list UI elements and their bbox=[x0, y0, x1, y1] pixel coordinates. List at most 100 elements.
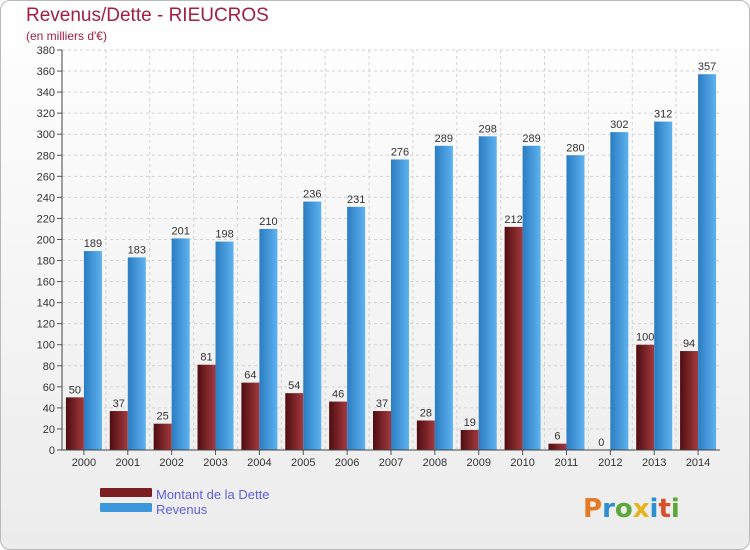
bar-revenus-2006 bbox=[347, 206, 366, 450]
value-label-dette-2010: 212 bbox=[504, 214, 522, 226]
x-tick-label: 2013 bbox=[642, 457, 666, 469]
y-tick-label: 240 bbox=[37, 192, 55, 204]
y-tick-label: 180 bbox=[37, 256, 55, 268]
value-label-dette-2001: 37 bbox=[113, 398, 125, 410]
y-tick-label: 340 bbox=[37, 87, 55, 99]
y-tick-label: 160 bbox=[37, 277, 55, 289]
value-label-revenus-2009: 298 bbox=[479, 123, 497, 135]
y-tick-label: 260 bbox=[37, 171, 55, 183]
x-tick-label: 2003 bbox=[203, 457, 227, 469]
legend-swatch-dette bbox=[100, 488, 152, 497]
y-tick-label: 100 bbox=[37, 340, 55, 352]
bar-dette-2002 bbox=[153, 423, 172, 450]
bar-revenus-2007 bbox=[391, 159, 409, 450]
y-tick-label: 40 bbox=[43, 403, 55, 415]
y-tick-label: 60 bbox=[43, 382, 55, 394]
value-label-revenus-2013: 312 bbox=[654, 109, 672, 121]
x-tick-label: 2001 bbox=[116, 457, 140, 469]
bar-dette-2004 bbox=[241, 382, 260, 450]
y-tick-label: 20 bbox=[43, 424, 55, 436]
bar-revenus-2000 bbox=[83, 251, 102, 450]
y-tick-label: 220 bbox=[37, 213, 55, 225]
value-label-dette-2007: 37 bbox=[376, 398, 388, 410]
x-tick-label: 2011 bbox=[555, 457, 579, 469]
y-tick-label: 140 bbox=[37, 298, 55, 310]
value-label-revenus-2012: 302 bbox=[610, 119, 628, 131]
legend-label-dette: Montant de la Dette bbox=[156, 487, 269, 502]
value-label-dette-2013: 100 bbox=[636, 332, 654, 344]
value-label-revenus-2000: 189 bbox=[84, 238, 102, 250]
x-tick-label: 2014 bbox=[686, 457, 710, 469]
bar-dette-2013 bbox=[636, 344, 655, 450]
labels: 50 189 37 183 25 201 81 198 64 210 54 236 46 231 37 276… bbox=[69, 61, 716, 449]
value-label-dette-2011: 6 bbox=[554, 431, 560, 443]
legend-swatch-revenus bbox=[100, 503, 152, 512]
bar-revenus-2002 bbox=[171, 238, 190, 450]
x-tick-label: 2012 bbox=[598, 457, 622, 469]
y-tick-label: 300 bbox=[37, 129, 55, 141]
bar-revenus-2011 bbox=[566, 155, 585, 450]
bar-revenus-2012 bbox=[610, 132, 629, 450]
value-label-revenus-2002: 201 bbox=[171, 225, 189, 237]
bar-revenus-2001 bbox=[127, 257, 146, 450]
bar-revenus-2014 bbox=[698, 74, 717, 451]
x-tick-label: 2007 bbox=[379, 457, 403, 469]
x-tick-label: 2010 bbox=[510, 457, 534, 469]
y-tick-label: 0 bbox=[49, 445, 55, 457]
legend-label-revenus: Revenus bbox=[156, 502, 208, 517]
y-tick-label: 80 bbox=[43, 361, 55, 373]
bar-revenus-2003 bbox=[215, 241, 234, 450]
value-label-revenus-2005: 236 bbox=[303, 189, 321, 201]
y-tick-label: 280 bbox=[37, 150, 55, 162]
value-label-dette-2009: 19 bbox=[464, 417, 476, 429]
axes: 0204060801001201401601802002202402602803… bbox=[37, 45, 720, 469]
bar-dette-2008 bbox=[416, 420, 435, 450]
value-label-revenus-2008: 289 bbox=[435, 133, 453, 145]
value-label-revenus-2001: 183 bbox=[128, 244, 146, 256]
value-label-revenus-2011: 280 bbox=[566, 142, 584, 154]
bar-revenus-2008 bbox=[434, 145, 453, 450]
value-label-revenus-2010: 289 bbox=[522, 133, 540, 145]
bar-dette-2001 bbox=[109, 411, 128, 450]
x-tick-label: 2008 bbox=[423, 457, 447, 469]
value-label-dette-2006: 46 bbox=[332, 389, 344, 401]
bar-dette-2000 bbox=[65, 397, 84, 450]
x-tick-label: 2002 bbox=[159, 457, 183, 469]
value-label-dette-2003: 81 bbox=[200, 352, 212, 364]
x-tick-label: 2000 bbox=[72, 457, 96, 469]
value-label-dette-2002: 25 bbox=[157, 411, 169, 423]
bar-revenus-2004 bbox=[259, 228, 278, 450]
proxiti-logo-text: Proxiti bbox=[583, 494, 680, 524]
value-label-revenus-2006: 231 bbox=[347, 194, 365, 206]
y-tick-label: 120 bbox=[37, 319, 55, 331]
bar-dette-2009 bbox=[460, 430, 479, 450]
value-label-dette-2005: 54 bbox=[288, 380, 300, 392]
y-tick-label: 320 bbox=[37, 108, 55, 120]
value-label-revenus-2003: 198 bbox=[215, 229, 233, 241]
value-label-revenus-2004: 210 bbox=[259, 216, 277, 228]
bar-dette-2005 bbox=[285, 393, 304, 450]
proxiti-logo: Proxiti bbox=[583, 494, 680, 524]
bars bbox=[65, 74, 717, 451]
value-label-dette-2014: 94 bbox=[683, 338, 695, 350]
x-tick-label: 2009 bbox=[466, 457, 490, 469]
bar-dette-2010 bbox=[504, 226, 523, 450]
value-label-revenus-2007: 276 bbox=[391, 146, 409, 158]
value-label-dette-2004: 64 bbox=[244, 370, 256, 382]
value-label-dette-2012: 0 bbox=[598, 437, 604, 449]
bar-revenus-2013 bbox=[654, 121, 673, 450]
bar-revenus-2005 bbox=[303, 201, 322, 450]
y-tick-label: 200 bbox=[37, 234, 55, 246]
value-label-revenus-2014: 357 bbox=[698, 61, 716, 73]
x-tick-label: 2006 bbox=[335, 457, 359, 469]
bar-dette-2014 bbox=[680, 351, 699, 450]
chart-subtitle: (en milliers d'€) bbox=[26, 29, 107, 43]
legend: Montant de la Dette Revenus bbox=[100, 487, 269, 517]
bar-revenus-2010 bbox=[522, 145, 541, 450]
x-tick-label: 2005 bbox=[291, 457, 315, 469]
bar-dette-2007 bbox=[373, 411, 391, 450]
x-tick-label: 2004 bbox=[247, 457, 271, 469]
value-label-dette-2008: 28 bbox=[420, 408, 432, 420]
y-tick-label: 360 bbox=[37, 66, 55, 78]
